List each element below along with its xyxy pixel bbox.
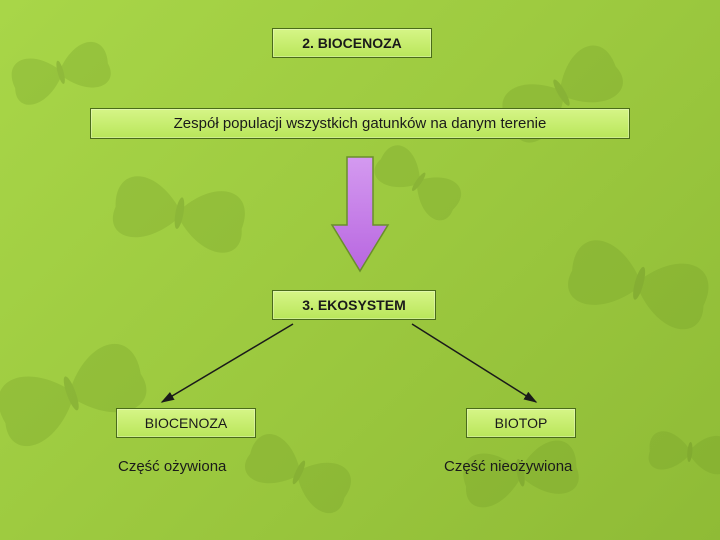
nieozywiona-text: Część nieożywiona: [444, 458, 572, 475]
biotop-box: BIOTOP: [466, 408, 576, 438]
ozywiona-label: Część ożywiona: [118, 458, 226, 475]
ozywiona-text: Część ożywiona: [118, 458, 226, 475]
arrow-to-biotop: [0, 0, 720, 540]
biotop-box-text: BIOTOP: [495, 415, 548, 431]
biocenoza-box: BIOCENOZA: [116, 408, 256, 438]
nieozywiona-label: Część nieożywiona: [444, 458, 572, 475]
biocenoza-box-text: BIOCENOZA: [145, 415, 227, 431]
slide-content: 2. BIOCENOZA Zespół populacji wszystkich…: [0, 0, 720, 540]
